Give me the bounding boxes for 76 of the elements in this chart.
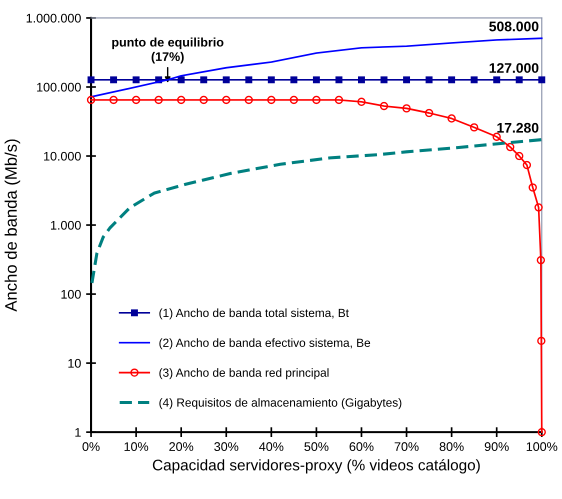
point — [200, 76, 208, 84]
point — [380, 102, 388, 110]
point — [312, 96, 321, 104]
legend-label: (3) Ancho de banda red principal — [159, 368, 329, 380]
point — [537, 336, 546, 346]
line-series — [90, 138, 544, 284]
point — [110, 76, 118, 84]
point — [200, 96, 208, 104]
point — [334, 96, 344, 104]
point — [88, 76, 95, 84]
point — [290, 76, 298, 84]
point — [470, 123, 478, 132]
point — [538, 76, 546, 84]
point — [267, 96, 276, 104]
point — [538, 428, 546, 436]
point — [222, 96, 230, 104]
point — [528, 183, 537, 192]
point — [447, 114, 456, 123]
point — [245, 76, 252, 84]
x-tick-label: 70% — [394, 442, 419, 452]
x-axis-title: Capacidad servidores-proxy (% videos catálogo) — [152, 459, 480, 474]
legend-label: (4) Requisitos de almacenamiento (Gigabytes) — [159, 398, 402, 410]
x-tick-label: 60% — [350, 442, 374, 452]
point — [426, 76, 433, 84]
point — [358, 76, 365, 84]
legend-label: (2) Ancho de banda efectivo sistema, Be — [159, 338, 370, 350]
x-tick-label: 80% — [440, 442, 464, 452]
point — [335, 76, 342, 84]
x-tick-label: 40% — [259, 442, 284, 452]
y-tick-label: 1.000.000 — [26, 14, 81, 23]
point — [493, 76, 500, 84]
point — [448, 76, 456, 84]
point — [380, 76, 388, 84]
point — [178, 76, 185, 84]
x-tick-label: 100% — [526, 442, 558, 452]
x-tick-label: 50% — [304, 442, 328, 452]
point — [132, 76, 140, 84]
x-tick-label: 30% — [214, 442, 238, 452]
point — [357, 98, 366, 106]
point — [534, 203, 543, 212]
point — [177, 96, 186, 104]
point — [515, 152, 524, 160]
point — [402, 104, 411, 113]
point — [132, 96, 140, 104]
point — [109, 96, 118, 104]
point — [268, 76, 275, 84]
y-tick-label: 1 — [75, 428, 81, 437]
point — [154, 96, 163, 104]
legend-label: (1) Ancho de banda total sistema, Bt — [159, 308, 349, 320]
x-tick-label: 90% — [484, 442, 509, 452]
point — [536, 256, 546, 264]
point — [86, 96, 96, 104]
x-tick-label: 10% — [124, 442, 148, 452]
point — [522, 160, 532, 170]
point — [312, 76, 320, 84]
annotation: punto de equilibrio (17%) — [112, 38, 224, 64]
point — [290, 96, 298, 104]
point — [506, 142, 514, 152]
point — [516, 76, 523, 84]
point — [403, 76, 410, 84]
y-tick-label: 1.000 — [51, 220, 81, 230]
y-tick-label: 100 — [61, 290, 81, 299]
point — [222, 76, 230, 84]
data-label: 17.280 — [497, 122, 538, 133]
point — [244, 96, 253, 104]
x-tick-label: 20% — [169, 442, 194, 452]
point — [492, 132, 501, 141]
y-axis-title: Ancho de banda (Mb/s) — [4, 139, 20, 312]
y-tick-label: 10.000 — [44, 152, 81, 161]
point — [470, 76, 478, 84]
point — [424, 108, 434, 118]
data-label: 508.000 — [489, 22, 538, 32]
x-tick-label: 0% — [82, 442, 100, 452]
y-tick-label: 10 — [68, 358, 81, 368]
y-tick-label: 100.000 — [37, 82, 81, 92]
data-label: 127.000 — [490, 63, 538, 73]
